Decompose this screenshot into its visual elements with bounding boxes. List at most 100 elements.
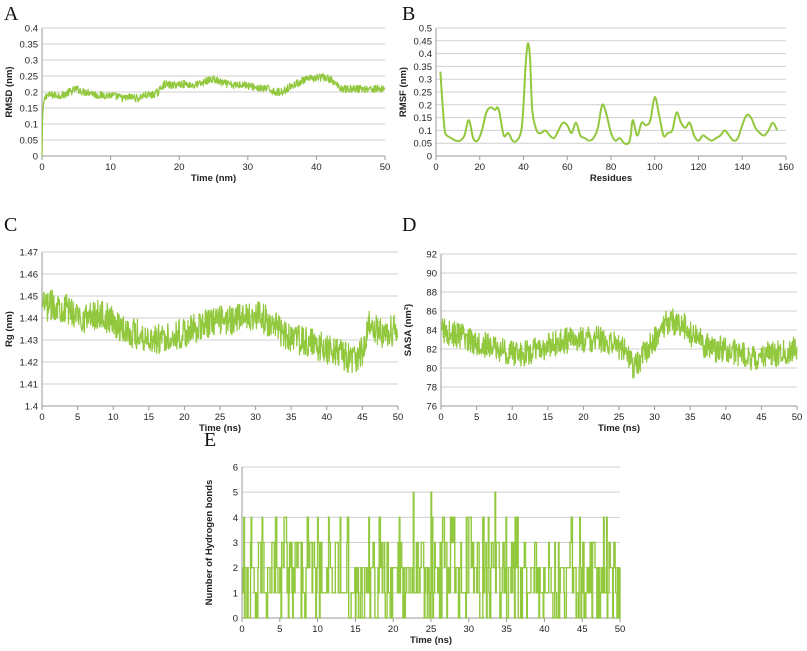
y-axis-title: SASA (nm²) [403,304,414,356]
x-tick-label: 20 [578,412,589,423]
x-tick-label: 0 [433,162,438,173]
series-line-hbonds [242,491,621,619]
x-tick-label: 40 [311,162,322,173]
y-tick-label: 0.4 [419,49,432,60]
panel-letter-c: C [4,214,17,236]
x-tick-label: 20 [474,162,485,173]
x-tick-label: 10 [108,412,119,423]
x-axis-title: Time (ns) [598,423,640,434]
x-axis-title: Time (nm) [191,173,236,184]
panel-letter-d: D [402,214,416,236]
panel-letter-a: A [4,3,19,25]
x-tick-label: 30 [649,412,660,423]
x-tick-label: 40 [539,624,550,635]
x-tick-label: 25 [614,412,625,423]
y-tick-label: 0.1 [25,120,38,131]
x-tick-label: 20 [174,162,185,173]
panel-a-rmsd-chart: A 0 0.05 0.1 0.15 0.2 0.25 0.3 0.35 0.4 0 10 20 30 40 5… [4,3,390,184]
y-axis-title: RMSD (nm) [4,66,15,117]
y-tick-label: 0.35 [414,62,433,73]
x-tick-label: 15 [144,412,155,423]
y-tick-label: 1.44 [20,314,39,325]
x-tick-label: 10 [507,412,518,423]
y-tick-label: 2 [233,563,238,574]
panel-b-rmsf-chart: B 0 0.05 0.1 0.15 0.20.25 0.3 0.35 0.4 0.450.5 0 20… [398,3,794,184]
x-tick-label: 35 [286,412,297,423]
x-tick-label: 45 [756,412,767,423]
x-tick-label: 45 [577,624,588,635]
y-tick-label: 3 [233,538,238,549]
y-tick-label: 0.5 [419,24,432,35]
panel-c-rg-chart: C 1.4 1.41 1.42 1.43 1.44 1.45 1.46 1.47 0 5 10 15 20… [4,214,403,434]
x-tick-label: 50 [393,412,404,423]
y-axis-title: Rg (nm) [4,311,15,347]
y-tick-label: 84 [426,326,437,337]
y-tick-label: 0.35 [20,40,39,51]
x-tick-label: 30 [243,162,254,173]
y-tick-label: 80 [426,364,437,375]
x-tick-label: 35 [501,624,512,635]
y-tick-label: 4 [233,513,238,524]
y-axis-title: Number of Hydrogen bonds [204,480,215,606]
y-tick-label: 0.3 [419,75,432,86]
y-tick-label: 0 [233,614,238,625]
y-tick-label: 88 [426,288,437,299]
panel-d-sasa-chart: D 76 78 80 82 84 86 88 90 92 0 5 10 15 20 25 30 35 40 45 50 T… [402,214,802,434]
x-tick-label: 25 [426,624,437,635]
x-tick-label: 20 [179,412,190,423]
y-tick-label: 1.42 [20,358,39,369]
x-tick-label: 10 [105,162,116,173]
y-tick-label: 0.25 [414,88,433,99]
y-tick-label: 0.1 [419,126,432,137]
y-tick-label: 0.15 [414,113,433,124]
y-tick-label: 0.45 [414,36,433,47]
x-tick-label: 160 [778,162,794,173]
x-tick-label: 40 [518,162,529,173]
x-tick-label: 45 [357,412,368,423]
y-axis-title: RMSF (nm) [398,67,409,117]
y-tick-label: 78 [426,383,437,394]
y-tick-label: 1.45 [20,292,39,303]
series-line-a [41,73,386,157]
y-tick-label: 76 [426,402,437,413]
y-tick-label: 6 [233,463,238,474]
y-tick-label: 0.2 [419,100,432,111]
x-tick-label: 15 [350,624,361,635]
x-tick-label: 20 [388,624,399,635]
x-tick-label: 80 [606,162,617,173]
y-tick-label: 92 [426,250,437,261]
x-axis-title: Residues [590,173,632,184]
x-tick-label: 140 [734,162,750,173]
x-tick-label: 25 [215,412,226,423]
panel-letter-e: E [204,429,216,451]
x-tick-label: 0 [239,624,244,635]
series-line-c [41,289,399,373]
y-tick-label: 0 [427,152,432,163]
x-tick-label: 50 [615,624,626,635]
y-tick-label: 0.15 [20,104,39,115]
x-tick-label: 5 [75,412,80,423]
x-axis-title: Time (ns) [199,423,241,434]
y-tick-label: 0.25 [20,72,39,83]
y-tick-label: 0 [33,152,38,163]
x-tick-label: 100 [647,162,663,173]
y-tick-label: 0.3 [25,56,38,67]
y-tick-label: 82 [426,345,437,356]
y-tick-label: 5 [233,488,238,499]
series-line-d [440,308,798,379]
x-tick-label: 120 [691,162,707,173]
x-axis-title: Time (ns) [410,635,452,646]
y-tick-label: 0.05 [414,139,433,150]
y-tick-label: 1 [233,588,238,599]
x-tick-label: 0 [438,412,443,423]
x-tick-label: 5 [474,412,479,423]
x-tick-label: 60 [562,162,573,173]
x-tick-label: 30 [464,624,475,635]
y-tick-label: 1.47 [20,248,39,259]
x-tick-label: 10 [312,624,323,635]
y-tick-label: 1.41 [20,380,39,391]
y-tick-label: 0.05 [20,136,39,147]
y-tick-label: 0.2 [25,88,38,99]
